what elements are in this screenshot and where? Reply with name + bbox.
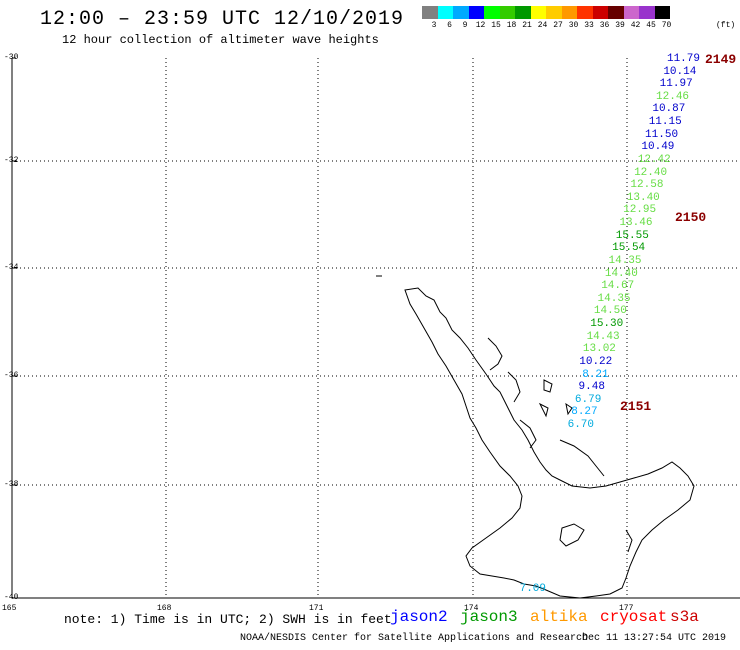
legend-swatch (468, 6, 484, 19)
wave-height-value: 12.58 (630, 179, 664, 192)
legend-swatch (608, 6, 624, 19)
legend-label: 39 (615, 21, 625, 30)
wave-height-value: 13.02 (582, 343, 616, 356)
legend-label: 30 (568, 21, 579, 30)
wave-height-value: 12.40 (634, 166, 668, 179)
satellite-altika: altika (530, 608, 588, 626)
wave-height-value: 14.67 (601, 280, 635, 293)
legend-swatch (561, 6, 577, 19)
lon-label: 177 (619, 604, 634, 613)
legend-label: 21 (522, 21, 532, 30)
lon-gridlines (165, 58, 628, 598)
wave-height-value: 15.55 (615, 229, 649, 242)
pass-label-2150: 2150 (675, 210, 707, 225)
footer-timestamp: Dec 11 13:27:54 UTC 2019 (582, 633, 727, 644)
lat-label: -36 (4, 371, 19, 380)
legend-swatch (654, 6, 670, 19)
legend-label: 36 (599, 21, 610, 30)
legend-swatch (437, 6, 453, 19)
wave-height-value: 9.48 (578, 381, 605, 394)
wave-height-value: 14.43 (586, 330, 620, 343)
wave-height-extra: 7.09 (519, 583, 546, 595)
satellite-jason2: jason2 (390, 608, 448, 626)
legend-swatch (499, 6, 515, 19)
legend-swatch (639, 6, 655, 19)
legend-swatch (592, 6, 608, 19)
lon-label: 174 (464, 604, 479, 613)
wave-height-value: 10.14 (663, 65, 697, 78)
legend-label: 12 (475, 21, 486, 30)
footer-credit: NOAA/NESDIS Center for Satellite Applica… (240, 633, 589, 644)
wave-height-value: 6.79 (574, 393, 602, 406)
wave-height-value: 8.21 (582, 368, 609, 381)
wave-height-value: 11.15 (648, 116, 682, 129)
legend-label: 9 (462, 21, 468, 30)
legend-swatch (484, 6, 500, 19)
wave-height-value: 12.42 (637, 153, 671, 166)
lat-label: -38 (4, 480, 19, 489)
legend-label: 3 (431, 21, 437, 30)
wave-height-value: 15.54 (612, 242, 646, 255)
wave-height-value: 12.95 (623, 204, 657, 217)
wave-height-value: 11.97 (659, 78, 693, 91)
coastline-details (376, 275, 633, 553)
wave-height-value: 10.87 (652, 103, 686, 116)
legend-swatch (422, 6, 438, 19)
wave-height-value: 11.50 (645, 128, 679, 141)
wave-height-value: 10.22 (579, 355, 613, 368)
lat-label: -32 (4, 156, 19, 165)
legend-label: 6 (447, 21, 452, 30)
legend-swatch (577, 6, 593, 19)
legend-swatch (530, 6, 546, 19)
legend-label: 15 (491, 21, 501, 30)
lon-label: 168 (157, 604, 172, 613)
lat-ticks (12, 57, 16, 486)
wave-height-value: 8.27 (571, 406, 598, 419)
satellite-cryosat: cryosat (600, 608, 668, 626)
legend-label: 24 (537, 21, 548, 30)
lat-label: -40 (4, 593, 19, 602)
map-title: 12:00 – 23:59 UTC 12/10/2019 (40, 8, 405, 31)
legend-label: 18 (506, 21, 517, 30)
pass-label-2151: 2151 (620, 399, 652, 414)
satellite-jason3: jason3 (460, 608, 518, 626)
wave-height-value: 14.35 (608, 254, 642, 267)
legend-swatch (515, 6, 531, 19)
lon-label: 165 (2, 604, 17, 613)
legend-label: 33 (584, 21, 594, 30)
coastline-north-island (404, 287, 695, 599)
lat-label: -30 (4, 53, 19, 62)
legend-label: 27 (553, 21, 563, 30)
wave-height-value: 7.09 (496, 584, 546, 595)
note-text: note: 1) Time is in UTC; 2) SWH is in fe… (64, 612, 392, 627)
legend-unit: (ft) (716, 21, 736, 30)
legend-label: 42 (630, 21, 641, 30)
lon-label: 171 (309, 604, 324, 613)
pass-label-2149: 2149 (705, 52, 737, 67)
map-subtitle: 12 hour collection of altimeter wave hei… (62, 33, 379, 47)
wave-height-value: 11.79 (666, 53, 700, 65)
wave-height-value: 13.40 (626, 191, 660, 204)
wave-height-value: 6.70 (567, 419, 594, 431)
wave-height-value: 15.30 (590, 318, 624, 331)
satellite-s3a: s3a (670, 608, 699, 626)
legend-label: 45 (646, 21, 656, 30)
wave-height-value: 14.40 (604, 267, 638, 280)
wave-height-value: 13.46 (619, 217, 653, 230)
legend-label: 70 (661, 21, 672, 30)
wave-height-value: 10.49 (641, 141, 675, 154)
wave-height-value: 12.46 (656, 90, 690, 103)
legend-swatch (623, 6, 639, 19)
wave-height-value: 14.35 (597, 292, 631, 305)
legend-swatch (453, 6, 469, 19)
legend-swatch (546, 6, 562, 19)
lat-label: -34 (4, 263, 19, 272)
wave-height-value: 14.50 (593, 305, 627, 318)
lat-gridlines (12, 160, 740, 486)
